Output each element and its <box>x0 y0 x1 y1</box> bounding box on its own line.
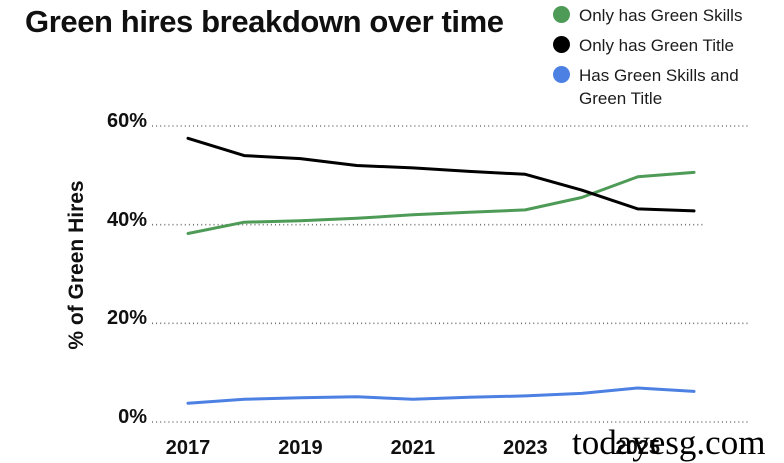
line-only-has-green-skills <box>186 170 696 235</box>
legend-item-only-has-green-title: Only has Green Title <box>553 34 767 57</box>
legend-label: Only has Green Title <box>579 36 734 55</box>
legend-dot-icon <box>553 36 570 53</box>
y-tick-60: 60% <box>106 110 147 132</box>
x-tick-2023: 2023 <box>503 437 548 459</box>
chart-title: Green hires breakdown over time <box>25 4 504 39</box>
y-tick-20: 20% <box>106 307 147 330</box>
legend-label: Only has Green Skills <box>579 6 743 25</box>
legend: Only has Green Skills Only has Green Titl… <box>553 4 767 110</box>
x-tick-2021: 2021 <box>390 437 436 459</box>
line-only-has-green-title <box>186 136 696 213</box>
legend-item-has-green-skills-and-green-title: Has Green Skills and Green Title <box>553 64 767 110</box>
x-tick-2019: 2019 <box>278 437 323 459</box>
x-tick-2025: 2025 <box>615 437 661 459</box>
legend-dot-icon <box>553 6 570 23</box>
line-has-green-skills-and-green-title <box>186 386 696 405</box>
y-tick-0: 0% <box>118 406 147 428</box>
watermark: todayesg.com <box>572 423 766 462</box>
y-tick-40: 40% <box>106 208 147 231</box>
legend-item-only-has-green-skills: Only has Green Skills <box>553 4 767 27</box>
legend-dot-icon <box>553 66 570 83</box>
legend-label: Has Green Skills and Green Title <box>579 66 739 108</box>
x-tick-2017: 2017 <box>165 437 211 459</box>
